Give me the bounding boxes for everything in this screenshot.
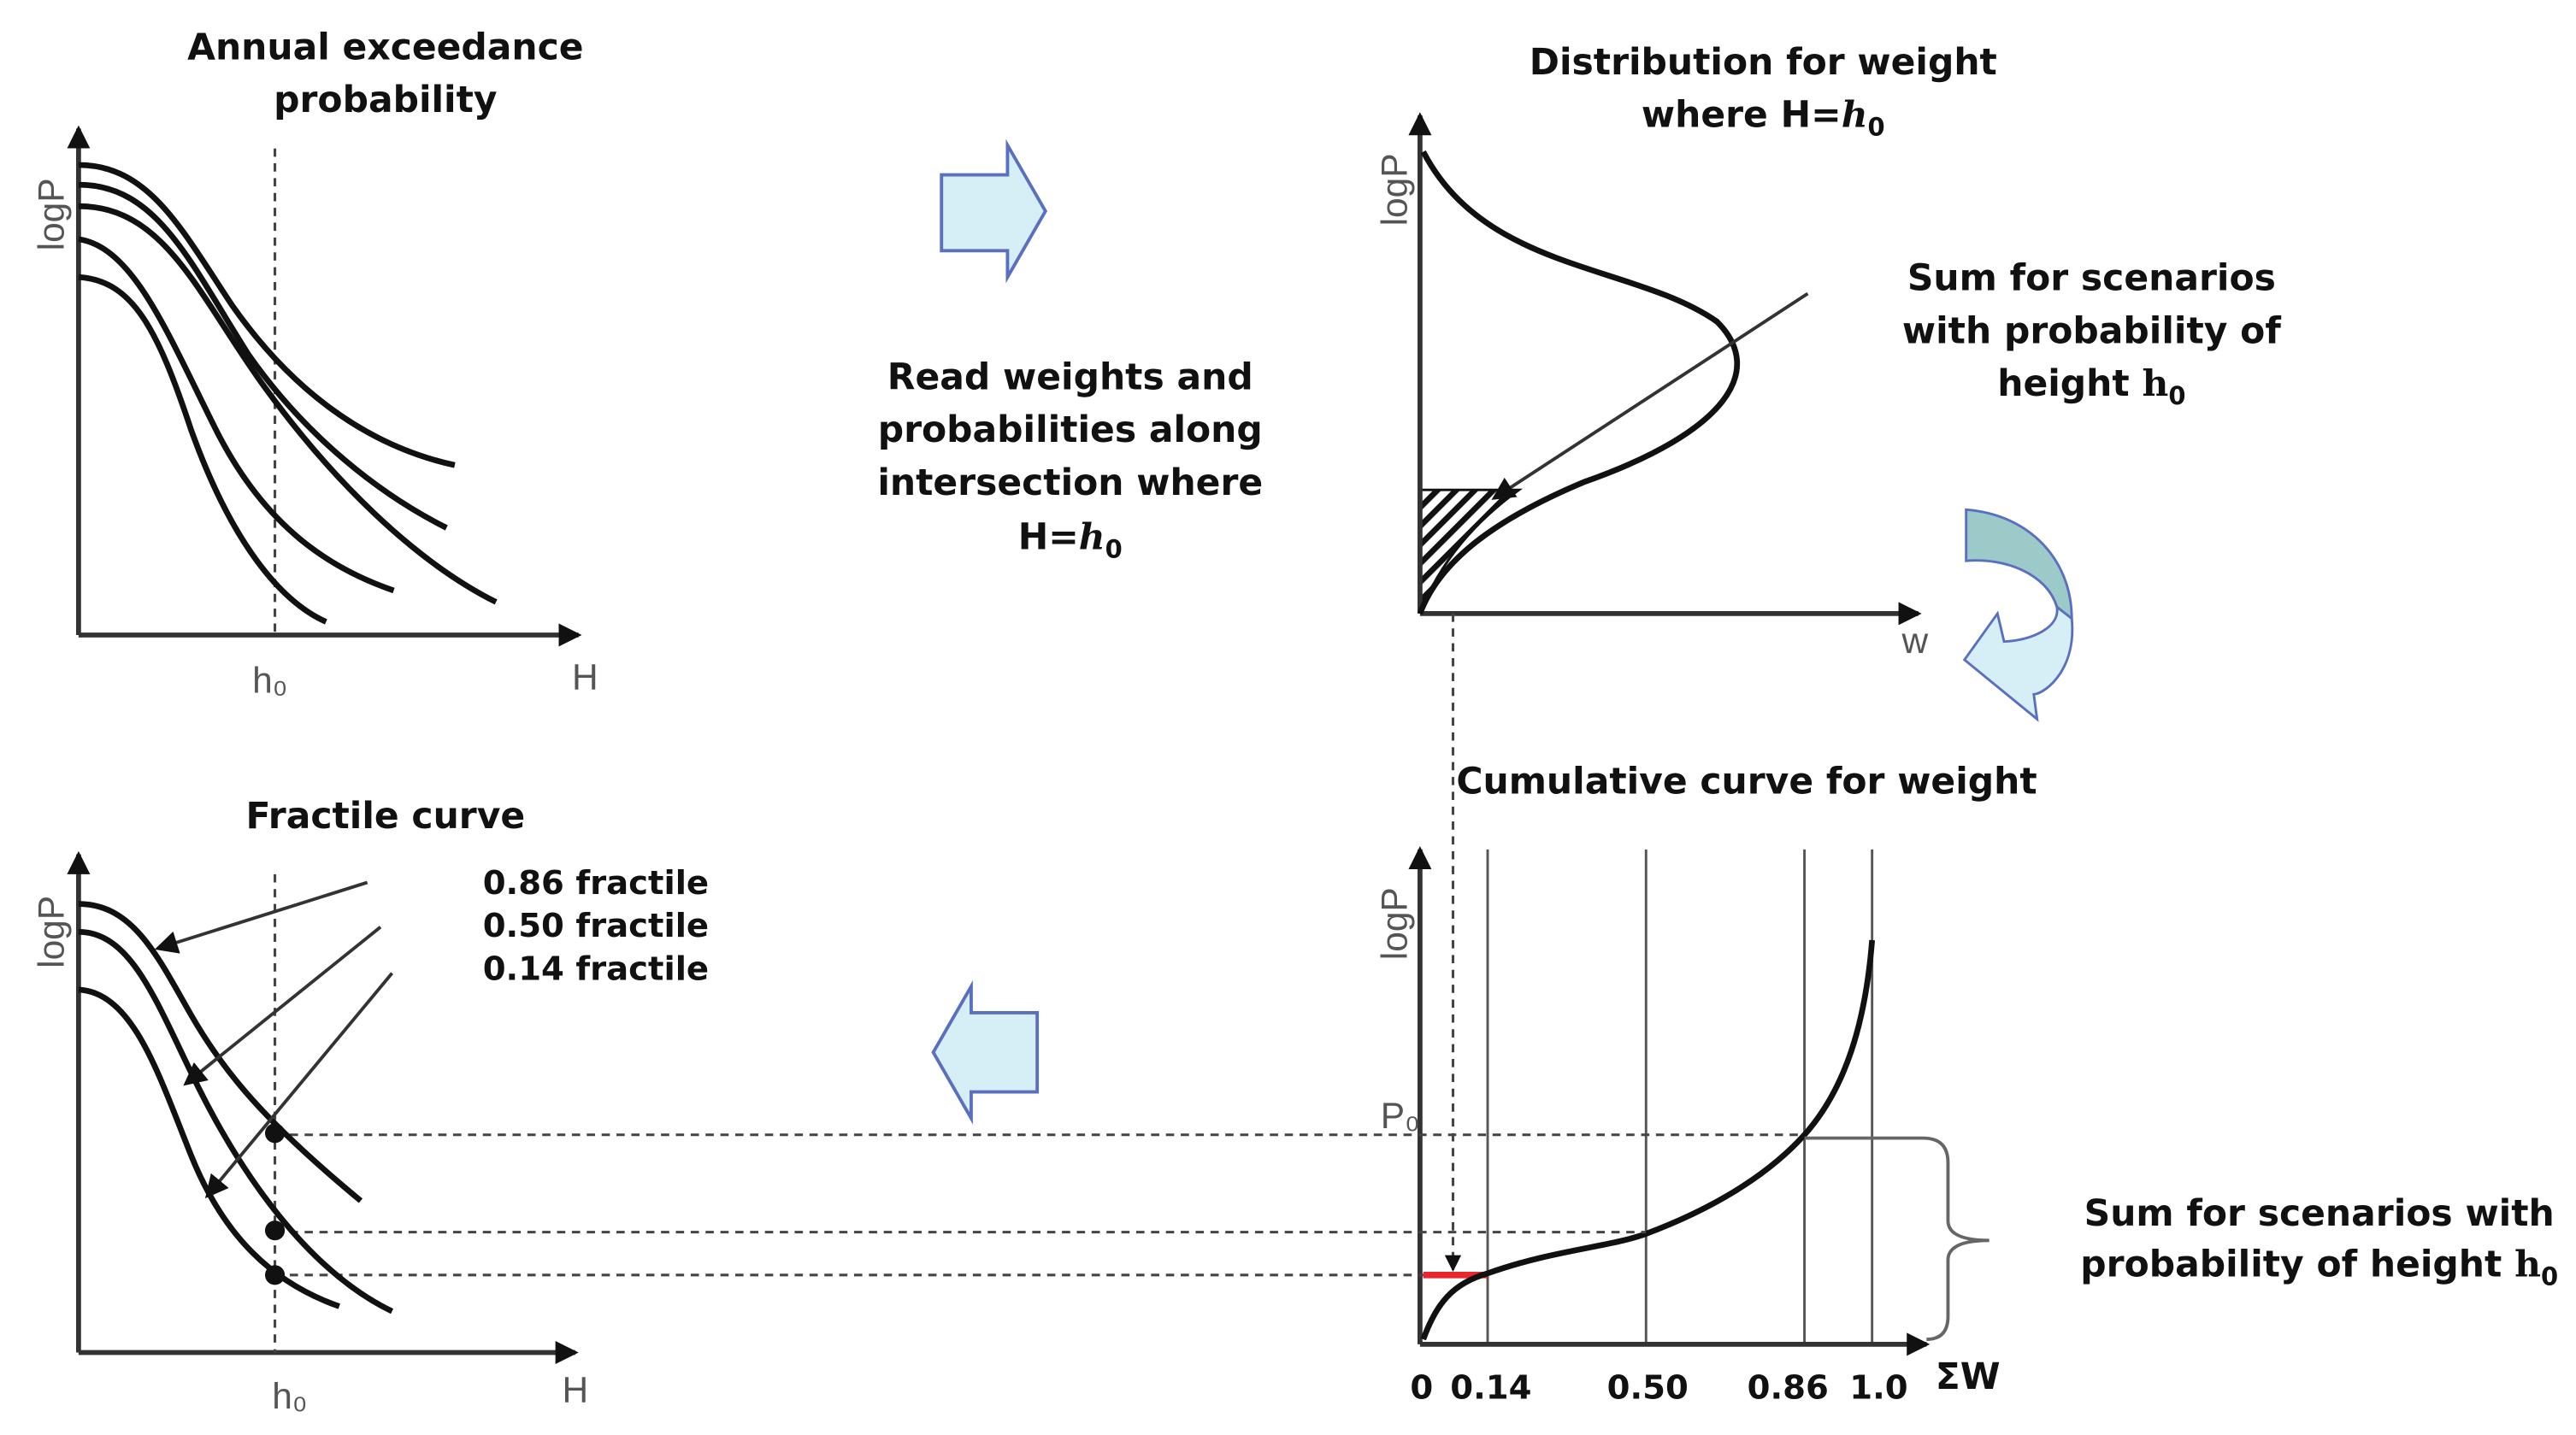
brace: [1804, 1136, 1989, 1341]
exceedance-title-2: probability: [274, 79, 497, 121]
y-axis-label: logP: [1374, 887, 1414, 960]
instruction-line: probabilities along: [878, 409, 1263, 451]
instruction-prefix: H=: [1018, 517, 1079, 559]
title-sub: 0: [1868, 112, 1885, 141]
hazard-curve: [78, 162, 456, 468]
x-axis-label: H: [572, 657, 598, 697]
note-var: h: [2514, 1244, 2541, 1286]
instruction-line: Read weights and: [887, 356, 1253, 398]
h0-label: h₀: [272, 1376, 307, 1416]
middle-instruction: Read weights and probabilities along int…: [877, 356, 1263, 563]
cumulative-weight-curve: [1420, 939, 1876, 1341]
sum-note-top: Sum for scenarios with probability of he…: [1902, 258, 2281, 410]
hazard-curve: [78, 236, 395, 594]
fractile-panel: Fractile curve logP h₀ H 0.86 fractile 0…: [32, 796, 710, 1416]
note-var: h: [2142, 362, 2168, 405]
intersection-dot: [264, 1123, 286, 1144]
instruction-sub: 0: [1105, 534, 1123, 563]
fractile-label: 0.50 fractile: [483, 907, 709, 945]
y-axis-label: logP: [32, 896, 72, 968]
distribution-title-2: where H=h0: [1642, 94, 1885, 142]
note-line: probability of height h0: [2080, 1244, 2558, 1291]
label-arrow: [183, 926, 382, 1086]
tick-label: 0: [1410, 1369, 1433, 1408]
hazard-curve: [78, 203, 498, 605]
instruction-var: h: [1079, 516, 1105, 559]
weight-distribution-curve: [1417, 150, 1741, 615]
cumulative-title: Cumulative curve for weight: [1456, 761, 2037, 803]
x-axis-label: w: [1901, 620, 1929, 661]
note-line: height h0: [1997, 362, 2185, 410]
note-line: Sum for scenarios with: [2084, 1193, 2555, 1235]
tick-label: 0.50: [1607, 1369, 1689, 1408]
hatched-area: [1418, 488, 1524, 615]
intersection-dot: [264, 1265, 286, 1285]
left-arrow-icon: [931, 979, 1040, 1125]
right-arrow-icon: [940, 138, 1048, 284]
title-prefix: where H=: [1642, 95, 1842, 137]
note-sub: 0: [2168, 381, 2185, 410]
h0-label: h₀: [252, 661, 287, 701]
instruction-line: H=h0: [1018, 516, 1123, 564]
pointer-arrow: [1491, 291, 1809, 500]
curved-down-arrow-icon: [1962, 508, 2074, 722]
label-arrow: [154, 880, 368, 954]
y-axis-label: logP: [1374, 153, 1414, 226]
tick-label: 1.0: [1849, 1369, 1907, 1408]
fractile-label: 0.86 fractile: [483, 864, 709, 903]
x-axis-label: H: [562, 1369, 588, 1409]
note-line: with probability of: [1902, 310, 2281, 352]
note-prefix: height: [1997, 363, 2142, 405]
distribution-title-1: Distribution for weight: [1530, 42, 1997, 84]
sum-note-bottom: Sum for scenarios with probability of he…: [2080, 1193, 2558, 1291]
fractile-curve-0.86: [78, 901, 363, 1203]
tick-label: 0.14: [1450, 1369, 1531, 1408]
hazard-curve: [78, 181, 448, 531]
fractile-title: Fractile curve: [246, 796, 526, 838]
label-arrow: [204, 972, 394, 1199]
title-var: h: [1842, 94, 1868, 137]
fractile-label: 0.14 fractile: [483, 950, 709, 988]
cumulative-panel: Cumulative curve for weight logP P₀ 0 0.…: [1374, 761, 2037, 1407]
fractile-curve-0.50: [78, 929, 394, 1314]
x-axis-label: ΣW: [1936, 1356, 2001, 1398]
distribution-panel: Distribution for weight where H=h0 logP …: [1374, 42, 1997, 1272]
hazard-curve: [78, 273, 327, 625]
intersection-dot: [264, 1220, 286, 1241]
y-axis-label: logP: [32, 178, 72, 250]
exceedance-panel: Annual exceedance probability logP h₀ H: [32, 26, 598, 700]
p0-label: P₀: [1381, 1096, 1420, 1136]
instruction-line: intersection where: [877, 462, 1263, 504]
note-prefix: probability of height: [2080, 1244, 2514, 1286]
note-line: Sum for scenarios: [1907, 258, 2276, 300]
note-sub: 0: [2541, 1262, 2558, 1291]
tick-label: 0.86: [1748, 1369, 1829, 1408]
exceedance-title-1: Annual exceedance: [187, 26, 583, 68]
